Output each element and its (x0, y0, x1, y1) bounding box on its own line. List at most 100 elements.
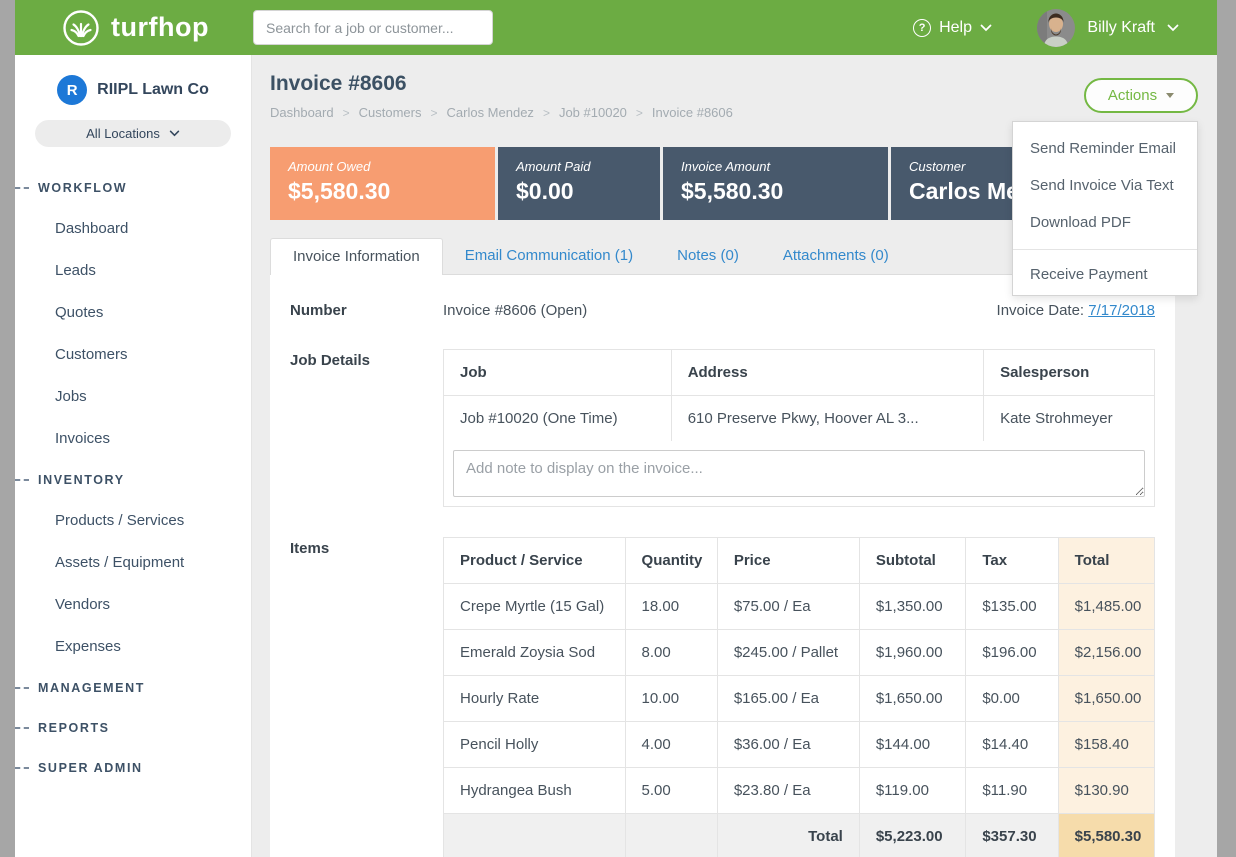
nav-section-reports[interactable]: REPORTS (15, 708, 251, 748)
sidebar-item-expenses[interactable]: Expenses (55, 638, 121, 655)
main-content: Invoice #8606 Dashboard > Customers > Ca… (252, 55, 1217, 857)
item-row: Emerald Zoysia Sod 8.00 $245.00 / Pallet… (444, 629, 1154, 676)
search-input[interactable] (253, 10, 493, 45)
sidebar-item-vendors[interactable]: Vendors (55, 596, 111, 613)
left-edge-strip (0, 0, 15, 857)
nav-section-management[interactable]: MANAGEMENT (15, 668, 251, 708)
job-details-box: Job Address Salesperson Job #10020 (One … (443, 349, 1155, 507)
item-row: Hourly Rate 10.00 $165.00 / Ea $1,650.00… (444, 675, 1154, 722)
app-logo[interactable]: turfhop (61, 0, 209, 55)
location-selector[interactable]: All Locations (35, 120, 231, 147)
breadcrumb-customer-name[interactable]: Carlos Mendez (446, 105, 534, 120)
company-name: RIIPL Lawn Co (97, 81, 209, 98)
section-dashes (15, 727, 29, 729)
job-table-row: Job #10020 (One Time) 610 Preserve Pkwy,… (444, 395, 1154, 441)
tab-notes[interactable]: Notes (0) (677, 247, 739, 264)
invoice-note-wrap (444, 441, 1154, 506)
help-menu[interactable]: Help (913, 0, 992, 55)
actions-button[interactable]: Actions (1084, 78, 1198, 113)
grand-total: $5,580.30 (1058, 813, 1154, 857)
chevron-down-icon (980, 24, 992, 31)
tax-total: $357.30 (965, 813, 1059, 857)
help-label: Help (939, 18, 972, 36)
invoice-date-link[interactable]: 7/17/2018 (1088, 302, 1155, 319)
turfhop-grass-icon (61, 8, 101, 48)
breadcrumb-separator: > (342, 105, 350, 120)
sidebar-item-quotes[interactable]: Quotes (55, 304, 104, 321)
sidebar-item-dashboard[interactable]: Dashboard (55, 220, 129, 237)
menu-item-send-reminder-email[interactable]: Send Reminder Email (1030, 140, 1176, 157)
items-table: Product / Service Quantity Price Subtota… (444, 538, 1154, 857)
total-label: Total (717, 813, 860, 857)
breadcrumb-invoice[interactable]: Invoice #8606 (651, 105, 733, 120)
avatar (1037, 8, 1076, 47)
sidebar-item-assets-equipment[interactable]: Assets / Equipment (55, 554, 185, 571)
tab-email-communication[interactable]: Email Communication (1) (464, 247, 634, 264)
stat-card-amount-owed: Amount Owed $5,580.30 (270, 147, 495, 220)
sidebar-item-products-services[interactable]: Products / Services (55, 512, 185, 529)
job-table-header-row: Job Address Salesperson (444, 350, 1154, 396)
sidebar-item-customers[interactable]: Customers (55, 346, 128, 363)
top-navbar: turfhop Help (15, 0, 1217, 55)
tab-invoice-information[interactable]: Invoice Information (270, 238, 443, 275)
user-name: Billy Kraft (1087, 18, 1155, 36)
tab-attachments[interactable]: Attachments (0) (782, 247, 889, 264)
sidebar-nav: WORKFLOW Dashboard Leads Quotes Customer… (15, 168, 251, 788)
menu-item-receive-payment[interactable]: Receive Payment (1030, 266, 1148, 283)
menu-item-send-invoice-via-text[interactable]: Send Invoice Via Text (1030, 177, 1174, 194)
menu-item-download-pdf[interactable]: Download PDF (1030, 214, 1131, 231)
job-details-table: Job Address Salesperson Job #10020 (One … (444, 350, 1154, 441)
invoice-number-row: Number Invoice #8606 (Open) Invoice Date… (290, 299, 1155, 319)
sidebar-item-leads[interactable]: Leads (55, 262, 96, 279)
sidebar-item-jobs[interactable]: Jobs (55, 388, 87, 405)
chevron-down-icon (1167, 24, 1179, 31)
items-box: Product / Service Quantity Price Subtota… (443, 537, 1155, 857)
stat-card-invoice-amount: Invoice Amount $5,580.30 (663, 147, 888, 220)
breadcrumb-job[interactable]: Job #10020 (558, 105, 627, 120)
breadcrumb-separator: > (542, 105, 550, 120)
user-menu[interactable]: Billy Kraft (1037, 0, 1179, 55)
tab-bar: Invoice Information Email Communication … (270, 238, 1175, 275)
page-head: Invoice #8606 Dashboard > Customers > Ca… (252, 55, 1217, 120)
subtotal-total: $5,223.00 (859, 813, 967, 857)
company-header: R RIIPL Lawn Co (15, 75, 251, 105)
invoice-information-panel: Number Invoice #8606 (Open) Invoice Date… (270, 275, 1175, 857)
invoice-note-textarea[interactable] (453, 450, 1145, 497)
right-edge-strip (1217, 0, 1236, 857)
breadcrumb: Dashboard > Customers > Carlos Mendez > … (270, 105, 1217, 120)
job-details-label: Job Details (290, 352, 371, 369)
address-cell: 610 Preserve Pkwy, Hoover AL 3... (671, 395, 985, 441)
body-row: R RIIPL Lawn Co All Locations WORKFLOW D… (15, 55, 1217, 857)
breadcrumb-separator: > (430, 105, 438, 120)
item-row: Hydrangea Bush 5.00 $23.80 / Ea $119.00 … (444, 767, 1154, 814)
salesperson-cell: Kate Strohmeyer (1000, 410, 1113, 427)
number-label: Number (290, 302, 347, 319)
actions-dropdown-menu: Send Reminder Email Send Invoice Via Tex… (1012, 121, 1198, 296)
location-selector-label: All Locations (86, 126, 160, 141)
stat-card-amount-paid: Amount Paid $0.00 (498, 147, 660, 220)
breadcrumb-customers[interactable]: Customers (358, 105, 422, 120)
job-details-section: Job Details Job Address Salesperson Job … (290, 349, 1155, 507)
logo-text: turfhop (111, 12, 209, 42)
page-title: Invoice #8606 (270, 72, 407, 95)
caret-down-icon (1166, 93, 1175, 98)
global-search (253, 10, 493, 45)
job-cell: Job #10020 (One Time) (444, 395, 672, 441)
section-dashes (15, 479, 29, 481)
breadcrumb-separator: > (635, 105, 643, 120)
company-logo-badge: R (57, 75, 88, 105)
sidebar-item-invoices[interactable]: Invoices (55, 430, 111, 447)
items-header-row: Product / Service Quantity Price Subtota… (444, 538, 1154, 584)
items-total-row: Total $5,223.00 $357.30 $5,580.30 (444, 813, 1154, 857)
items-label: Items (290, 540, 330, 557)
help-icon (913, 18, 932, 37)
section-dashes (15, 187, 29, 189)
section-dashes (15, 767, 29, 769)
app-window: turfhop Help (15, 0, 1217, 857)
nav-section-workflow: WORKFLOW (15, 168, 251, 208)
menu-separator (1013, 249, 1197, 250)
nav-section-super-admin[interactable]: SUPER ADMIN (15, 748, 251, 788)
breadcrumb-dashboard[interactable]: Dashboard (270, 105, 334, 120)
item-row: Crepe Myrtle (15 Gal) 18.00 $75.00 / Ea … (444, 583, 1154, 630)
